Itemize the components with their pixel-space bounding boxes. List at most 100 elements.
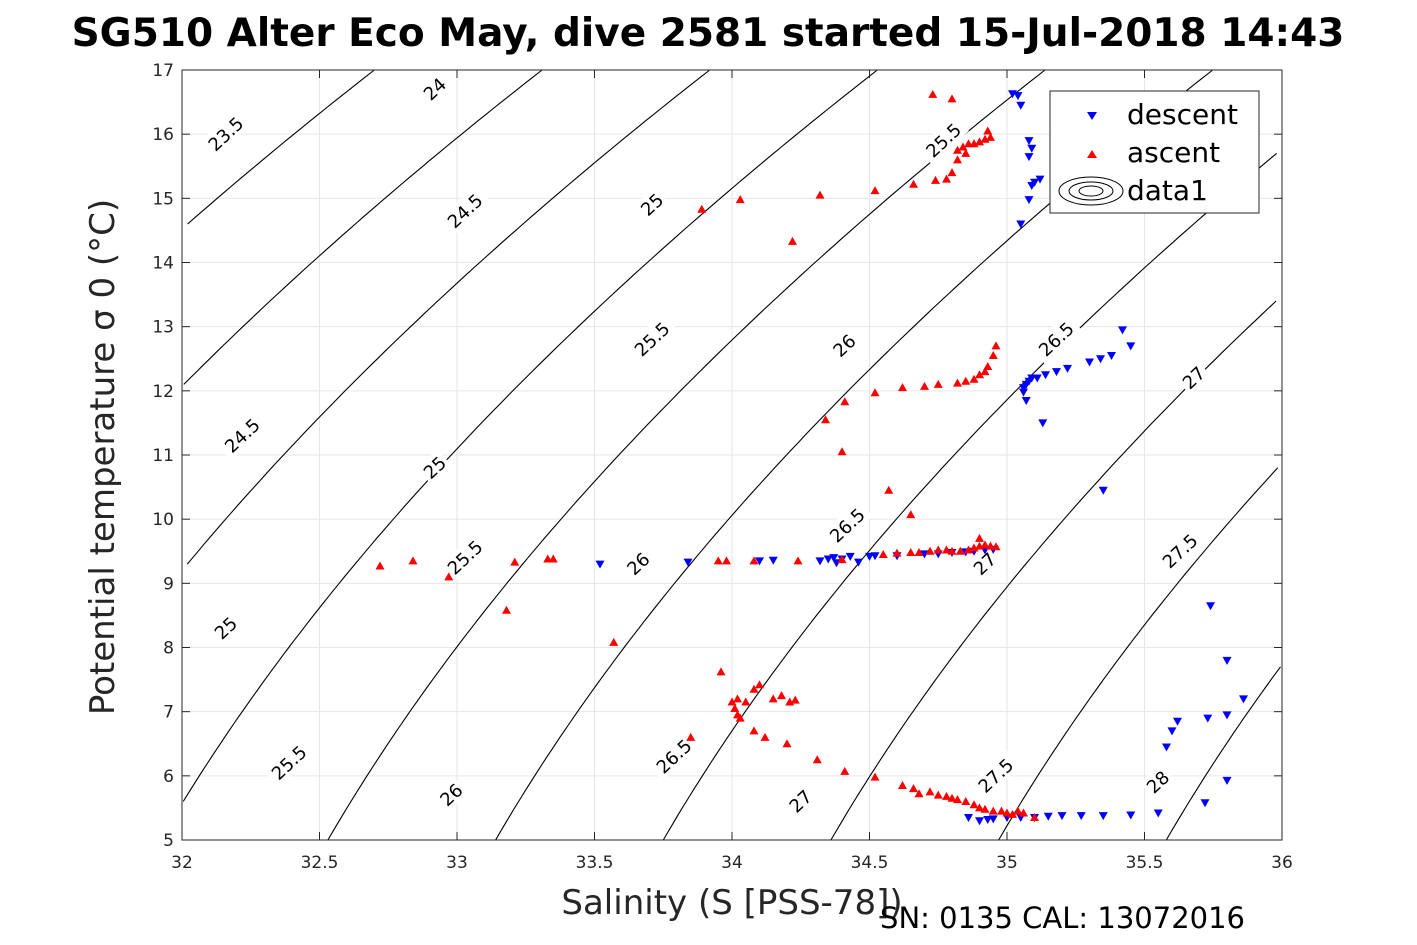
ascent-point — [609, 637, 619, 646]
ascent-point — [953, 145, 962, 154]
ascent-point — [991, 341, 1001, 350]
descent-point — [1041, 371, 1050, 380]
ascent-point — [947, 94, 957, 103]
descent-point — [1024, 137, 1034, 146]
ascent-point — [840, 397, 850, 406]
descent-point — [1052, 368, 1061, 377]
ascent-point — [793, 556, 803, 565]
ascent-point — [548, 554, 558, 563]
ascent-point — [958, 142, 968, 151]
ascent-point — [961, 797, 971, 805]
contour-label-bg — [1030, 313, 1082, 364]
descent-point — [1076, 812, 1086, 821]
ascent-point — [942, 174, 951, 183]
ascent-point — [713, 556, 723, 565]
descent-point — [1098, 486, 1108, 495]
ascent-point — [980, 804, 990, 813]
ascent-point — [870, 772, 880, 781]
legend-ascent-marker — [1087, 150, 1097, 158]
descent-point — [1173, 717, 1182, 726]
descent-point — [1153, 809, 1163, 818]
descent-point — [1222, 711, 1232, 720]
legend-descent-label: descent — [1127, 98, 1238, 131]
legend-descent-marker — [1087, 112, 1097, 120]
legend-contour-icon — [1058, 176, 1124, 206]
ascent-point — [931, 175, 940, 184]
contour-line-24 — [183, 69, 543, 385]
ascent-point — [947, 546, 957, 555]
ascent-point — [975, 137, 984, 146]
descent-point — [975, 817, 984, 826]
contour-label-bg — [1153, 525, 1206, 576]
ascent-point — [878, 549, 888, 558]
descent-point — [845, 552, 855, 561]
contour-label-bg — [821, 499, 873, 550]
descent-point — [1085, 358, 1094, 367]
ascent-point — [920, 381, 929, 390]
descent-point — [870, 552, 880, 561]
ascent-point — [697, 204, 707, 213]
contour-label-bg — [1139, 763, 1176, 800]
ascent-point — [953, 155, 962, 164]
contour-label-bg — [207, 609, 244, 646]
ascent-point — [1002, 808, 1012, 817]
ascent-point — [788, 236, 797, 245]
x-tick-label: 35.5 — [1126, 853, 1164, 873]
ascent-point — [969, 800, 979, 809]
legend-box — [1049, 90, 1260, 214]
ascent-point — [870, 388, 880, 397]
x-tick-label: 33.5 — [576, 853, 614, 873]
descent-point — [1200, 799, 1210, 808]
x-tick-label: 34.5 — [851, 853, 889, 873]
ascent-point — [749, 684, 759, 693]
contour-line-24-5 — [186, 69, 711, 565]
ascent-point — [909, 784, 918, 793]
x-tick-label: 33 — [446, 853, 468, 873]
contour-label-bg — [966, 545, 1003, 581]
ascent-point — [733, 694, 742, 703]
ascent-point — [953, 795, 962, 804]
ascent-point — [815, 190, 825, 199]
y-tick-label: 14 — [152, 254, 174, 274]
contour-label-bg — [262, 737, 315, 788]
ascent-point — [840, 766, 850, 775]
ascent-point — [986, 132, 995, 141]
descent-point — [865, 552, 874, 561]
y-tick-label: 12 — [152, 382, 174, 402]
ascent-point — [735, 713, 745, 722]
y-tick-label: 16 — [152, 125, 174, 145]
ascent-point — [925, 546, 935, 555]
ascent-point — [980, 367, 990, 376]
ascent-point — [837, 555, 847, 564]
ascent-point — [812, 755, 822, 764]
x-tick-label: 35 — [996, 853, 1018, 873]
ascent-point — [942, 545, 951, 554]
y-tick-label: 5 — [163, 831, 174, 851]
descent-point — [1098, 812, 1108, 821]
ascent-point — [947, 168, 957, 177]
ascent-point — [955, 546, 965, 555]
descent-point — [683, 558, 693, 567]
ascent-point — [730, 703, 740, 712]
x-tick-label: 34 — [721, 853, 743, 873]
ascent-point — [1019, 808, 1028, 817]
descent-point — [983, 815, 993, 824]
x-tick-label: 32.5 — [301, 853, 339, 873]
descent-point — [1016, 101, 1026, 110]
ascent-point — [741, 697, 751, 706]
descent-point — [595, 560, 605, 569]
ascent-point — [983, 126, 993, 135]
ascent-point — [961, 376, 971, 385]
contour-label-bg — [416, 70, 453, 107]
descent-point — [1027, 144, 1037, 153]
ascent-point — [1008, 809, 1017, 818]
contour-label-bg — [416, 449, 453, 485]
descent-point — [1118, 326, 1127, 335]
ascent-point — [821, 415, 830, 424]
contour-label-bg — [1175, 359, 1212, 395]
ascent-point — [1030, 813, 1039, 822]
legend-ascent-label: ascent — [1127, 136, 1220, 169]
descent-point — [1063, 364, 1072, 373]
descent-point — [1035, 175, 1045, 184]
ascent-point — [988, 351, 998, 360]
